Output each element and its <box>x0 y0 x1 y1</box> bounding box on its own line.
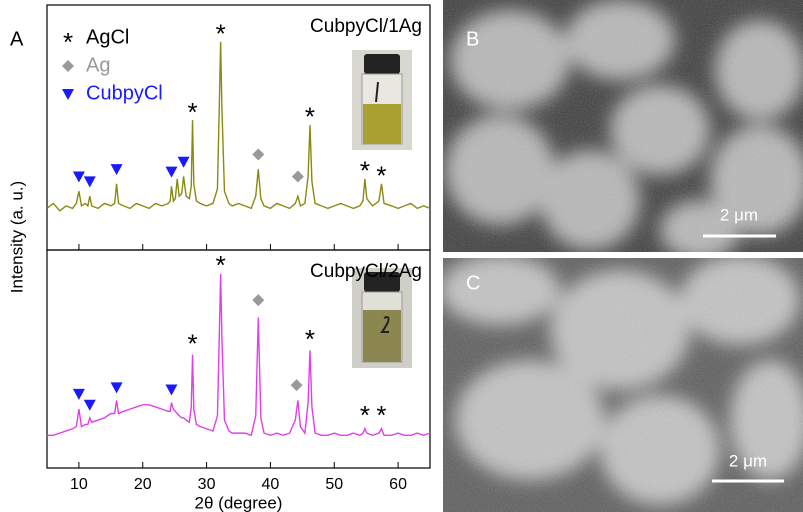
peak-marker <box>292 171 304 183</box>
peak-marker <box>73 389 85 400</box>
legend-label: Ag <box>86 54 110 76</box>
peak-marker: * <box>305 324 315 354</box>
scale-bar-label: 2 μm <box>729 451 767 470</box>
vial-photo <box>352 268 412 368</box>
peak-marker: * <box>376 160 386 190</box>
x-tick-label: 10 <box>70 476 88 493</box>
legend-symbol: * <box>63 27 73 57</box>
peak-marker: * <box>216 250 226 280</box>
peak-marker <box>252 148 264 160</box>
peak-marker: * <box>187 328 197 358</box>
peak-marker <box>165 385 177 396</box>
sem-image-c <box>440 255 803 512</box>
peak-marker <box>84 400 96 411</box>
peak-marker: * <box>216 18 226 48</box>
panel-title: CubpyCl/2Ag <box>310 261 422 282</box>
peak-marker: * <box>360 400 370 430</box>
panel-label: B <box>466 28 479 50</box>
panel-title: CubpyCl/1Ag <box>310 16 422 37</box>
x-tick-label: 30 <box>198 476 216 493</box>
y-axis-label: Intensity (a. u.) <box>7 181 26 293</box>
legend-symbol <box>62 60 74 72</box>
panel-label: A <box>10 28 24 50</box>
peak-marker <box>291 379 303 391</box>
x-tick-label: 20 <box>134 476 152 493</box>
panel-label: C <box>466 272 480 294</box>
legend-label: CubpyCl <box>86 82 163 104</box>
peak-marker: * <box>305 102 315 132</box>
peak-marker: * <box>187 97 197 127</box>
peak-marker <box>111 382 123 393</box>
peak-marker <box>178 157 190 168</box>
scale-bar-label: 2 μm <box>720 205 758 224</box>
x-tick-label: 50 <box>325 476 343 493</box>
legend-label: AgCl <box>86 26 129 48</box>
peak-marker <box>165 167 177 178</box>
peak-marker <box>73 172 85 183</box>
peak-marker <box>252 294 264 306</box>
x-tick-label: 40 <box>262 476 280 493</box>
peak-marker <box>84 176 96 187</box>
vial-photo <box>352 50 412 150</box>
x-tick-label: 60 <box>389 476 407 493</box>
figure: B 2 μm C 2 μm A Intensity (a. u.) CubpyC… <box>0 0 803 512</box>
peak-marker: * <box>360 156 370 186</box>
legend-symbol <box>62 89 74 100</box>
peak-marker <box>111 164 123 175</box>
peak-marker: * <box>376 400 386 430</box>
x-axis-label: 2θ (degree) <box>195 493 283 512</box>
